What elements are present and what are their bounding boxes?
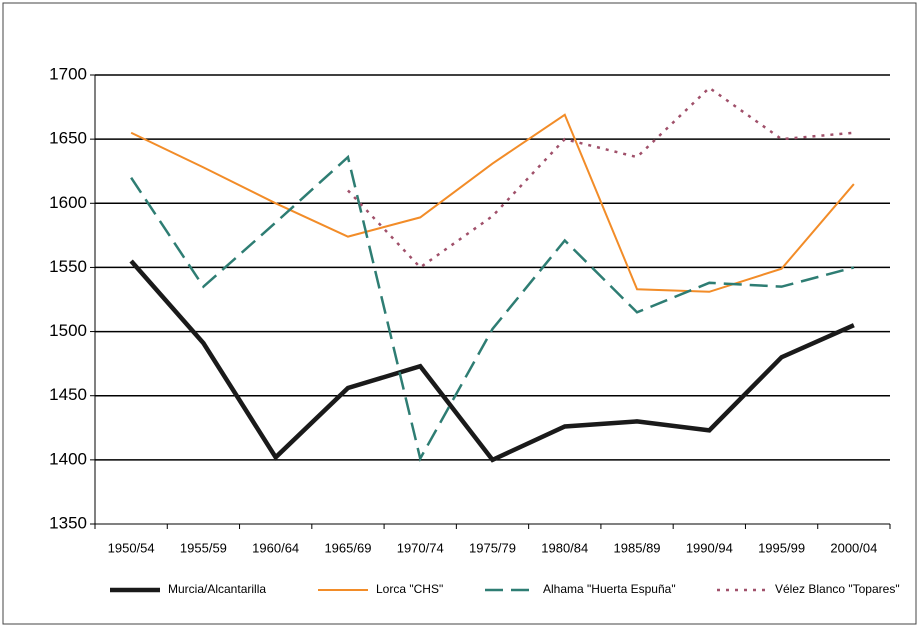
legend-label: Alhama "Huerta Espuña" <box>543 582 676 596</box>
y-tick-label: 1650 <box>49 129 87 148</box>
x-tick-label: 1975/79 <box>469 540 516 555</box>
x-tick-label: 1960/64 <box>252 540 299 555</box>
x-tick-label: 1995/99 <box>758 540 805 555</box>
x-tick-label: 1970/74 <box>397 540 444 555</box>
x-tick-label: 1980/84 <box>541 540 588 555</box>
y-tick-label: 1450 <box>49 385 87 404</box>
series-line <box>129 259 855 463</box>
x-tick-label: 1985/89 <box>614 540 661 555</box>
x-tick-label: 1955/59 <box>180 540 227 555</box>
y-tick-label: 1400 <box>49 449 87 468</box>
series-line <box>130 154 855 462</box>
legend-label: Lorca "CHS" <box>376 582 443 596</box>
y-tick-label: 1550 <box>49 257 87 276</box>
x-tick-label: 1990/94 <box>686 540 733 555</box>
y-tick-label: 1600 <box>49 193 87 212</box>
y-tick-label: 1500 <box>49 321 87 340</box>
y-tick-label: 1350 <box>49 513 87 532</box>
x-tick-label: 1965/69 <box>324 540 371 555</box>
legend-label: Vélez Blanco "Topares" <box>775 582 900 596</box>
legend-label: Murcia/Alcantarilla <box>168 582 266 596</box>
x-tick-label: 1950/54 <box>108 540 155 555</box>
x-tick-label: 2000/04 <box>830 540 877 555</box>
y-tick-label: 1700 <box>49 64 87 83</box>
